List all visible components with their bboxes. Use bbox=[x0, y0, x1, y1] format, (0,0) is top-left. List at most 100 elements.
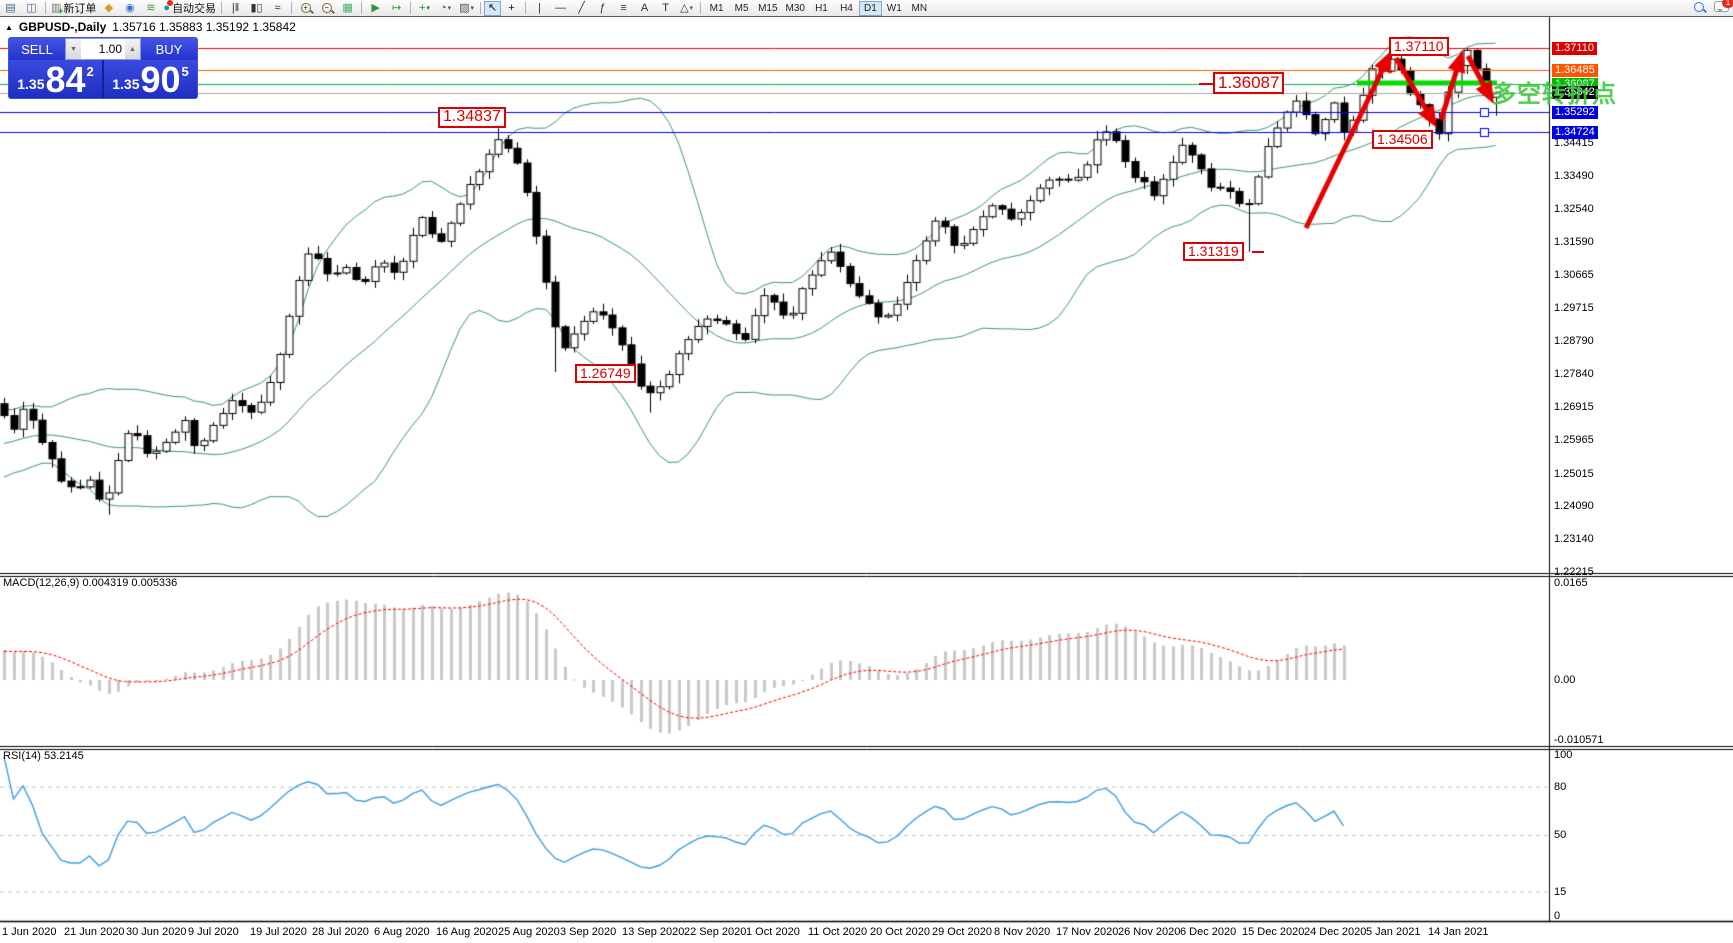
price-axis-tick: 1.25015 bbox=[1554, 467, 1594, 480]
search-icon[interactable] bbox=[1694, 1, 1704, 12]
sell-price[interactable]: 1.35 84 2 bbox=[9, 60, 104, 98]
autotrading-label: 自动交易 bbox=[172, 3, 217, 15]
volume-up-button[interactable]: ▲ bbox=[125, 39, 140, 59]
volume-stepper: ▼ 1.00 ▲ bbox=[65, 38, 141, 60]
date-axis-label: 6 Aug 2020 bbox=[374, 926, 430, 938]
tile-windows-button[interactable]: ▦ bbox=[337, 1, 358, 16]
price-annotation[interactable]: 1.31319 bbox=[1183, 242, 1244, 261]
toolbar: ▤ ◫ ▥ + 新订单 ◆ ◉ ≋ ● 自动交易 |‖ ▮▯ ≈ + − ▦ ▶ ↦ + ▾ ◔ ▾ ▧ ▾ ↖ + | — ╱ ƒ ≡ A T… bbox=[0, 0, 1733, 17]
shapes-button[interactable]: △ ▾ bbox=[676, 1, 697, 16]
vertical-line-button[interactable]: | bbox=[529, 1, 550, 16]
price-axis-level-label: 1.34724 bbox=[1552, 125, 1598, 139]
price-axis-level-label: 1.36485 bbox=[1552, 63, 1598, 77]
toolbar-separator bbox=[221, 2, 223, 14]
bar-chart-button[interactable]: |‖ bbox=[225, 1, 246, 16]
price-axis-tick: 1.25965 bbox=[1554, 434, 1594, 447]
indicators-dropdown-icon: ▾ bbox=[426, 5, 431, 12]
price-axis-tick: 1.23140 bbox=[1554, 533, 1594, 546]
data-window-icon: ◫ bbox=[26, 1, 37, 14]
navigator-button[interactable]: ◉ bbox=[119, 1, 140, 16]
date-axis-label: 24 Dec 2020 bbox=[1304, 926, 1367, 938]
toolbar-separator bbox=[410, 2, 412, 14]
price-axis-level-label: 1.37110 bbox=[1552, 41, 1597, 55]
timeframe-m1[interactable]: M1 bbox=[709, 2, 724, 14]
price-axis-tick: 1.26915 bbox=[1554, 400, 1594, 413]
trendline-button[interactable]: ╱ bbox=[571, 1, 592, 16]
new-chart-button[interactable]: ▤ bbox=[0, 1, 21, 16]
templates-button[interactable]: ▧ ▾ bbox=[456, 1, 477, 16]
text-button[interactable]: A bbox=[634, 1, 655, 16]
price-axis-tick: 1.28790 bbox=[1554, 334, 1594, 347]
macd-axis-tick: 0.00 bbox=[1554, 674, 1576, 686]
timeframe-m15[interactable]: M15 bbox=[758, 2, 778, 14]
indicators-button[interactable]: + ▾ bbox=[414, 1, 435, 16]
buy-button[interactable]: BUY bbox=[141, 38, 197, 60]
line-chart-button[interactable]: ≈ bbox=[267, 1, 288, 16]
candlestick-chart-button[interactable]: ▮▯ bbox=[246, 1, 267, 16]
metaeditor-button[interactable]: ◆ bbox=[98, 1, 119, 16]
sell-button[interactable]: SELL bbox=[9, 38, 65, 60]
timeframe-m5[interactable]: M5 bbox=[734, 2, 749, 14]
timeframe-mn[interactable]: MN bbox=[911, 2, 928, 14]
price-annotation[interactable]: 1.26749 bbox=[575, 364, 636, 383]
toolbar-separator bbox=[361, 2, 363, 14]
rsi-axis-tick: 0 bbox=[1554, 910, 1561, 922]
timeframe-m30[interactable]: M30 bbox=[785, 2, 805, 14]
new-order-plus: + bbox=[58, 6, 64, 16]
text-label-button[interactable]: T bbox=[655, 1, 676, 16]
timeframe-w1[interactable]: W1 bbox=[886, 2, 902, 14]
rsi-axis-tick: 50 bbox=[1554, 829, 1567, 841]
shapes-icon: △ bbox=[680, 1, 689, 14]
periods-icon: ◔ bbox=[439, 1, 447, 14]
price-annotation[interactable]: 1.34506 bbox=[1372, 130, 1433, 149]
zoom-in-button[interactable]: + bbox=[295, 1, 316, 16]
autotrading-button[interactable]: ● 自动交易 bbox=[161, 0, 218, 16]
date-axis-label: 26 Nov 2020 bbox=[1118, 926, 1181, 938]
date-axis-label: 11 Oct 2020 bbox=[808, 926, 868, 938]
chinese-annotation[interactable]: 多空转折点 bbox=[1492, 81, 1617, 108]
metaeditor-icon: ◆ bbox=[104, 1, 114, 14]
price-axis-tick: 1.27840 bbox=[1554, 368, 1594, 381]
new-chart-icon: ▤ bbox=[5, 1, 16, 14]
new-order-icon: ▥ + bbox=[51, 2, 64, 17]
date-axis-label: 20 Oct 2020 bbox=[870, 926, 930, 938]
price-annotation[interactable]: 1.36087 bbox=[1213, 72, 1285, 94]
date-axis-label: 25 Aug 2020 bbox=[498, 926, 560, 938]
fibonacci-button[interactable]: ƒ bbox=[592, 1, 613, 16]
new-order-button[interactable]: ▥ + 新订单 bbox=[49, 1, 98, 17]
auto-scroll-icon: ▶ bbox=[371, 1, 380, 14]
channels-button[interactable]: ≡ bbox=[613, 1, 634, 16]
crosshair-button[interactable]: + bbox=[501, 1, 522, 16]
timeframe-h4[interactable]: H4 bbox=[840, 2, 853, 14]
toolbar-separator bbox=[291, 2, 293, 14]
templates-icon: ▧ bbox=[459, 1, 470, 14]
zoom-in-icon: + bbox=[300, 3, 311, 13]
horizontal-line-button[interactable]: — bbox=[550, 1, 571, 16]
volume-value[interactable]: 1.00 bbox=[81, 39, 125, 59]
auto-scroll-button[interactable]: ▶ bbox=[365, 1, 386, 16]
periods-button[interactable]: ◔ ▾ bbox=[435, 1, 456, 16]
periods-dropdown-icon: ▾ bbox=[447, 5, 452, 12]
macd-axis-tick: -0.010571 bbox=[1554, 734, 1604, 746]
macd-axis-tick: 0.0165 bbox=[1554, 577, 1588, 589]
signals-button[interactable]: ≋ bbox=[140, 1, 161, 16]
chat-icon[interactable]: 1 bbox=[1714, 0, 1733, 12]
price-annotation[interactable]: 1.37110 bbox=[1389, 37, 1449, 56]
notification-badge: 1 bbox=[1722, 0, 1733, 8]
chart-shift-icon: ↦ bbox=[391, 1, 402, 14]
chart-shift-button[interactable]: ↦ bbox=[386, 1, 407, 16]
volume-down-button[interactable]: ▼ bbox=[66, 39, 81, 59]
collapse-icon[interactable]: ▲ bbox=[5, 22, 13, 32]
data-window-button[interactable]: ◫ bbox=[21, 1, 42, 16]
cursor-button[interactable]: ↖ bbox=[484, 0, 502, 16]
candlestick-chart-icon: ▮▯ bbox=[250, 1, 263, 14]
zoom-out-button[interactable]: − bbox=[316, 1, 337, 16]
buy-price[interactable]: 1.35 90 5 bbox=[104, 60, 197, 98]
fibonacci-icon: ƒ bbox=[599, 1, 606, 14]
annotation-tick bbox=[1251, 251, 1264, 254]
price-annotation[interactable]: 1.34837 bbox=[438, 107, 506, 128]
timeframe-h1[interactable]: H1 bbox=[815, 2, 828, 14]
timeframe-d1[interactable]: D1 bbox=[858, 0, 882, 16]
toolbar-separator bbox=[480, 2, 482, 14]
